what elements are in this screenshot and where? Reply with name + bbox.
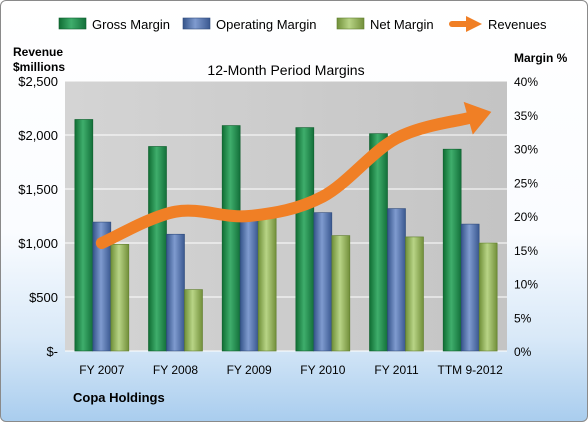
bar-net-margin (257, 217, 277, 352)
left-tick-label: $2,500 (18, 74, 58, 89)
legend-label-gross-margin: Gross Margin (92, 17, 170, 32)
bar-gross-margin (369, 133, 388, 352)
category-label: FY 2007 (79, 363, 124, 377)
revenue-line-path (95, 111, 477, 249)
category-label: FY 2009 (227, 363, 272, 377)
left-tick-label: $500 (29, 290, 58, 305)
legend-label-operating-margin: Operating Margin (216, 17, 316, 32)
right-tick-label: 25% (514, 176, 538, 190)
bar-gross-margin (148, 146, 167, 352)
legend: Gross Margin Operating Margin Net Margin… (58, 16, 547, 32)
category-label: FY 2008 (153, 363, 198, 377)
bar-net-margin (110, 244, 130, 352)
legend-label-net-margin: Net Margin (370, 17, 434, 32)
left-tick-label: $1,000 (18, 236, 58, 251)
bar-operating-margin (166, 233, 185, 352)
category-label: TTM 9-2012 (437, 363, 503, 377)
bar-net-margin (478, 242, 498, 352)
left-axis-title-line2: $millions (13, 60, 65, 74)
category-label: FY 2010 (300, 363, 345, 377)
right-tick-label: 30% (514, 143, 538, 157)
category-labels: FY 2007 FY 2008 FY 2009 FY 2010 FY 2011 TTM 9… (79, 363, 503, 377)
left-axis-title-line1: Revenue (13, 45, 63, 59)
legend-swatch-net-margin (336, 17, 365, 30)
bar-operating-margin (239, 211, 259, 352)
right-tick-label: 0% (514, 345, 532, 359)
revenue-arrowhead (463, 101, 492, 135)
legend-swatch-operating-margin (182, 17, 211, 30)
bar-net-margin (331, 235, 351, 352)
right-tick-label: 10% (514, 278, 538, 292)
right-tick-label: 40% (514, 75, 538, 89)
left-tick-label: $- (46, 344, 58, 359)
bar-operating-margin (387, 208, 406, 352)
bar-gross-margin (295, 127, 315, 352)
bar-operating-margin (313, 212, 333, 352)
gridlines (65, 80, 507, 352)
left-tick-label: $1,500 (18, 182, 58, 197)
chart-title: 12-Month Period Margins (207, 62, 364, 78)
bar-gross-margin (442, 148, 462, 352)
left-axis-ticks: $- $500 $1,000 $1,500 $2,000 $2,500 (18, 74, 58, 359)
right-axis-title: Margin % (514, 51, 568, 65)
right-tick-label: 20% (514, 210, 538, 224)
right-axis-ticks: 0% 5% 10% 15% 20% 25% 30% 35% 40% (514, 75, 538, 359)
category-label: FY 2011 (374, 363, 419, 377)
bars (74, 119, 498, 352)
legend-arrow-revenues (449, 16, 482, 32)
right-tick-label: 35% (514, 109, 538, 123)
bar-net-margin (184, 289, 203, 352)
right-tick-label: 5% (514, 311, 532, 325)
company-name: Copa Holdings (73, 390, 165, 405)
bar-gross-margin (74, 119, 94, 352)
legend-swatch-gross-margin (58, 17, 87, 30)
bar-net-margin (405, 236, 424, 352)
revenue-line (95, 101, 492, 249)
bar-gross-margin (221, 125, 241, 352)
left-tick-label: $2,000 (18, 128, 58, 143)
bar-operating-margin (460, 223, 480, 352)
right-tick-label: 15% (514, 244, 538, 258)
legend-label-revenues: Revenues (488, 17, 547, 32)
